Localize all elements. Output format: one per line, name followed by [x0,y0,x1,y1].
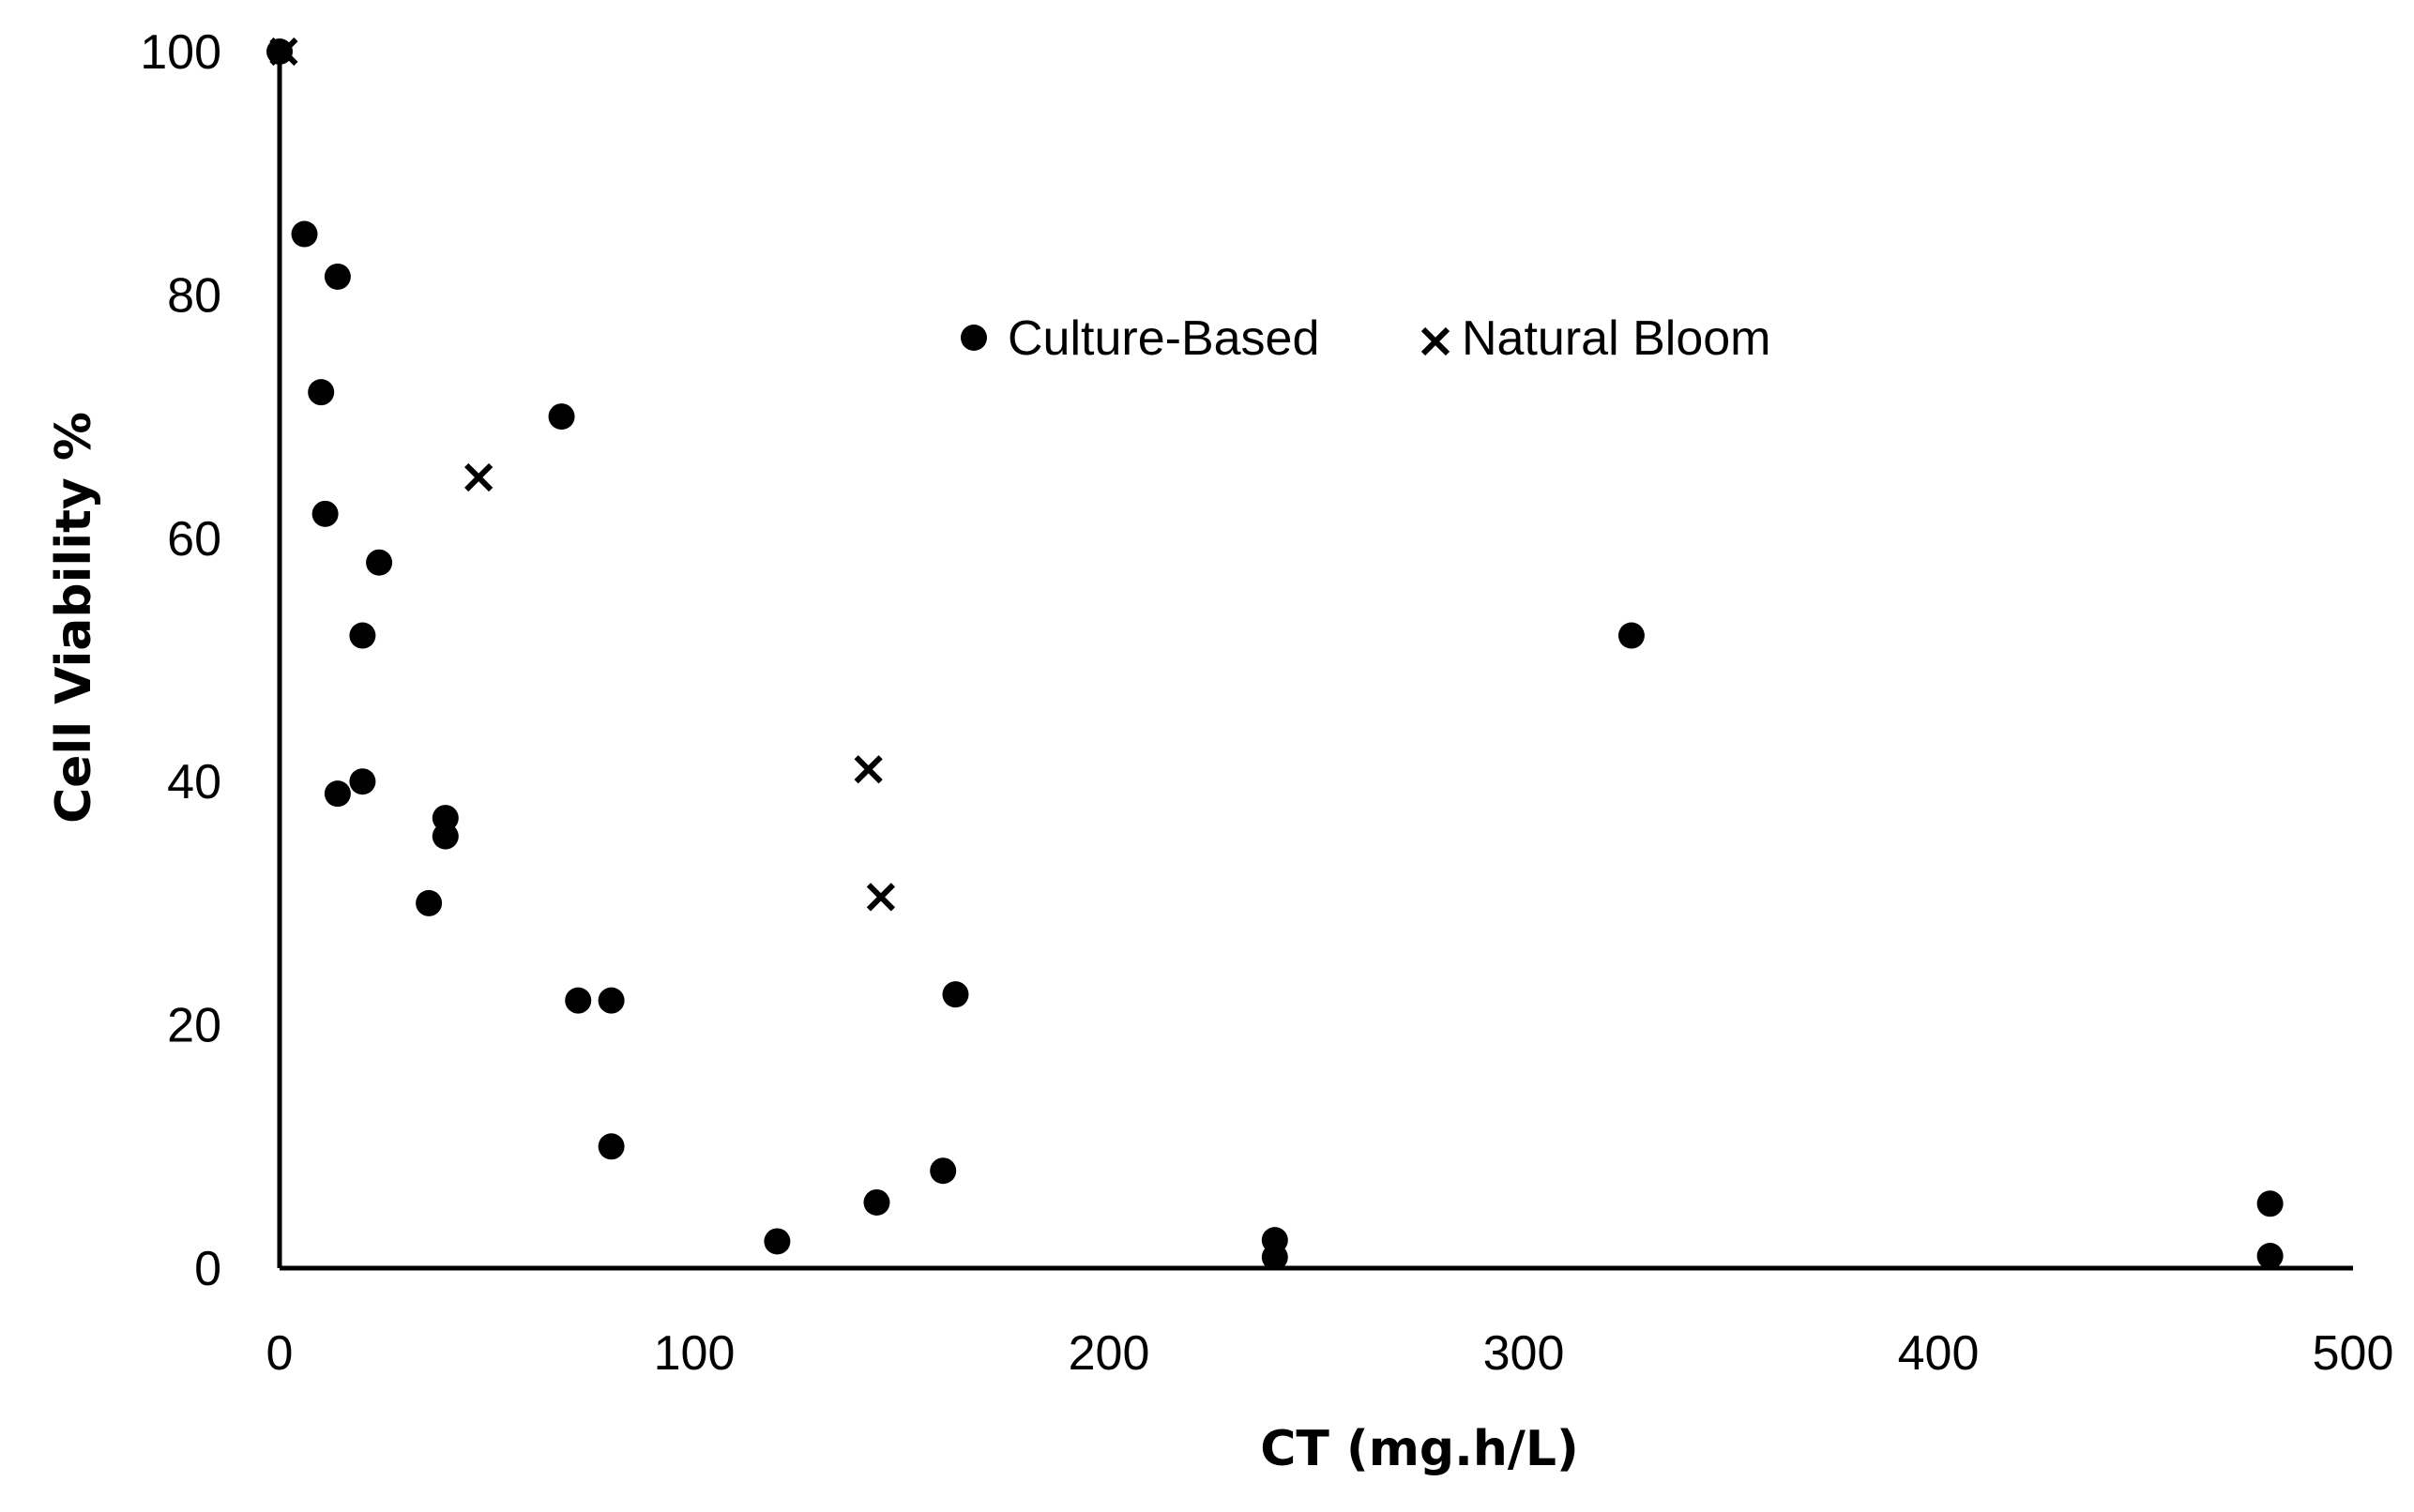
culture-based-point [1617,622,1645,649]
legend-label-natural-bloom: Natural Bloom [1462,311,1770,366]
legend-x-marker [1420,326,1450,356]
natural-bloom-point [464,462,493,492]
culture-based-point [432,823,459,850]
natural-bloom-point [854,755,883,784]
culture-based-point [308,379,335,406]
legend-label-culture-based: Culture-Based [1008,311,1319,366]
x-tick-label: 100 [654,1326,736,1381]
y-tick-label: 100 [140,25,221,80]
y-tick-label: 80 [167,268,221,323]
culture-based-point [598,1133,625,1160]
axes [277,52,2353,1271]
culture-based-point [366,549,393,576]
culture-based-point [764,1228,791,1255]
culture-based-point [324,263,351,290]
culture-based-point [2256,1190,2284,1217]
culture-based-point [930,1157,957,1185]
culture-based-point [863,1188,890,1216]
legend: Culture-Based Natural Bloom [961,311,1770,366]
culture-based-point [324,780,351,808]
x-tick-label: 300 [1483,1326,1565,1381]
culture-based-point [942,981,969,1008]
natural-bloom-point [269,37,298,67]
legend-marker-natural-bloom [1420,326,1450,356]
y-tick-labels: 0 20 40 60 80 100 [140,25,221,1296]
x-tick-labels: 0 100 200 300 400 500 [266,1326,2394,1381]
culture-based-point [291,220,318,248]
x-tick-label: 200 [1069,1326,1150,1381]
legend-circle-marker [961,325,987,351]
culture-based-point [266,38,293,65]
natural-bloom-point [866,883,896,912]
x-tick-label: 0 [266,1326,294,1381]
culture-based-point [349,622,376,649]
data-points [266,37,2284,1271]
x-tick-label: 400 [1898,1326,1980,1381]
culture-based-point [2256,1243,2284,1270]
culture-based-point [565,987,592,1014]
culture-based-point [349,768,376,795]
legend-marker-culture-based [961,325,987,351]
culture-based-point [1261,1244,1288,1271]
culture-based-point [416,889,443,916]
y-axis-title: Cell Viability % [46,412,102,824]
y-tick-label: 0 [194,1242,221,1296]
y-tick-label: 60 [167,512,221,567]
culture-based-point [548,403,575,431]
culture-based-point [311,500,339,527]
culture-based-point [598,987,625,1014]
culture-based-point [432,805,459,832]
y-tick-label: 40 [167,755,221,809]
y-tick-label: 20 [167,999,221,1053]
x-tick-label: 500 [2313,1326,2394,1381]
x-axis-title: CT (mg.h/L) [1260,1421,1579,1477]
